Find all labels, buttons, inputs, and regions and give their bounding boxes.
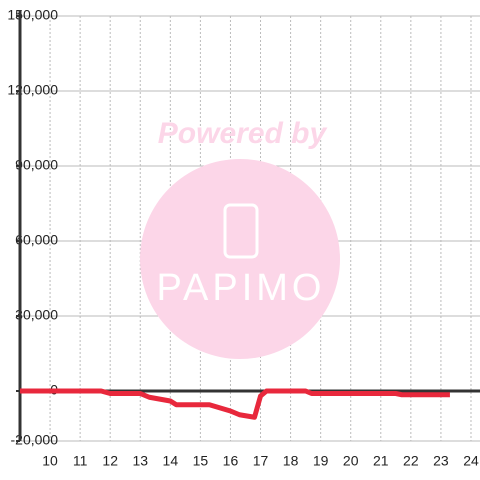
x-tick-label: 12 xyxy=(102,453,118,469)
watermark: Powered by xyxy=(158,117,328,150)
watermark-circle xyxy=(140,159,340,359)
y-tick-label: -20,000 xyxy=(11,432,59,448)
y-tick-label: 60,000 xyxy=(15,232,58,248)
y-tick-label: 150,000 xyxy=(7,7,58,23)
y-tick-label: 90,000 xyxy=(15,157,58,173)
watermark-icon xyxy=(223,203,259,259)
y-tick-label: 30,000 xyxy=(15,307,58,323)
x-tick-label: 19 xyxy=(313,453,329,469)
x-tick-label: 21 xyxy=(373,453,389,469)
watermark-logo: PAPIMO xyxy=(157,267,326,309)
x-tick-label: 24 xyxy=(463,453,479,469)
x-tick-label: 13 xyxy=(132,453,148,469)
x-tick-label: 20 xyxy=(343,453,359,469)
x-tick-label: 11 xyxy=(73,453,88,469)
x-tick-label: 10 xyxy=(42,453,58,469)
x-tick-label: 15 xyxy=(193,453,209,469)
y-tick-label: 120,000 xyxy=(7,82,58,98)
x-tick-label: 17 xyxy=(253,453,269,469)
data-line xyxy=(20,388,450,420)
x-tick-label: 16 xyxy=(223,453,239,469)
x-tick-label: 18 xyxy=(283,453,299,469)
x-tick-label: 23 xyxy=(433,453,449,469)
x-tick-label: 14 xyxy=(163,453,179,469)
x-tick-label: 22 xyxy=(403,453,419,469)
